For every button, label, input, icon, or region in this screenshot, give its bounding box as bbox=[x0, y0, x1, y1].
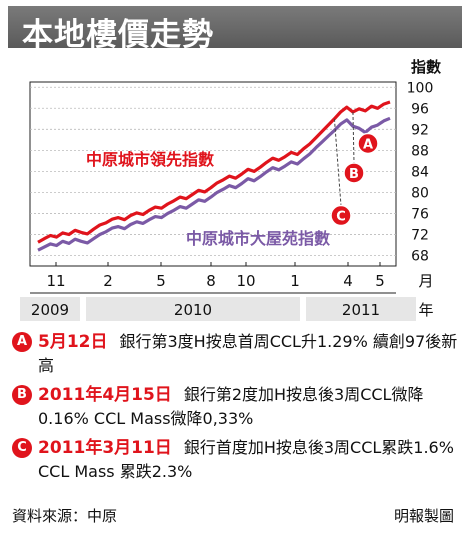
x-tick-label: 4 bbox=[343, 272, 353, 290]
y-tick-label: 96 bbox=[411, 101, 429, 117]
x-tick-label: 5 bbox=[156, 272, 166, 290]
series-line-1 bbox=[37, 116, 391, 252]
note-date: 5月12日 bbox=[38, 332, 108, 352]
year-band bbox=[20, 297, 80, 321]
year-label: 2009 bbox=[31, 301, 69, 319]
annotation-badge bbox=[330, 204, 352, 227]
plot-frame bbox=[29, 81, 397, 267]
series-label: 中原城市領先指數 bbox=[86, 150, 214, 169]
x-tick-label: 10 bbox=[236, 272, 255, 290]
year-band bbox=[306, 297, 416, 321]
x-tick-label: 2 bbox=[103, 272, 113, 290]
x-tick-label: 5 bbox=[375, 272, 385, 290]
line-chart: 100 96 92 88 84 80 76 72 68 指數 11 2 5 8 10 1 4 5 月 2009 2010… bbox=[20, 58, 441, 321]
x-month-unit: 月 bbox=[418, 272, 433, 290]
note-text: 銀行第2度加H按息後3周CCL微降0.16% CCL Mass微降0,33% bbox=[38, 385, 424, 428]
annotation-badge bbox=[343, 162, 365, 184]
note-date: 2011年4月15日 bbox=[38, 385, 172, 405]
note-badge: C bbox=[12, 438, 32, 458]
note-text: 銀行首度加H按息後3周CCL累跌1.6% CCL Mass 累跌2.3% bbox=[38, 438, 454, 481]
series-label: 中原城市大屋苑指數 bbox=[186, 229, 330, 248]
note-text: 銀行第3度H按息首周CCL升1.29% 續創97後新高 bbox=[38, 332, 458, 375]
y-tick-label: 76 bbox=[411, 206, 429, 222]
title-bar: 本地樓價走勢 bbox=[8, 6, 462, 53]
annotation-badge bbox=[357, 132, 379, 155]
note-badge: A bbox=[12, 332, 32, 352]
year-label: 2011 bbox=[342, 301, 380, 319]
chart-area: 100 96 92 88 84 80 76 72 68 指數 11 2 5 8 10 1 4 5 月 2009 2010… bbox=[8, 52, 462, 327]
series-line-0 bbox=[37, 100, 391, 244]
note-item: B 2011年4月15日 銀行第2度加H按息後3周CCL微降0.16% CCL M… bbox=[12, 383, 460, 430]
credit-text: 明報製圖 bbox=[393, 507, 454, 525]
x-year-unit: 年 bbox=[418, 301, 433, 319]
annotation-label: A bbox=[363, 138, 373, 153]
y-tick-label: 72 bbox=[411, 227, 429, 243]
source-text: 資料來源：中原 bbox=[12, 507, 118, 525]
y-tick-label: 68 bbox=[411, 248, 429, 264]
y-tick-label: 84 bbox=[411, 164, 429, 180]
y-tick-label: 88 bbox=[411, 143, 429, 159]
notes-list: A 5月12日 銀行第3度H按息首周CCL升1.29% 續創97後新高 B 201… bbox=[12, 330, 460, 489]
x-tick-label: 1 bbox=[290, 272, 300, 290]
annotation-label: C bbox=[336, 210, 346, 225]
page-title: 本地樓價走勢 bbox=[22, 17, 214, 53]
annotation-label: B bbox=[349, 167, 359, 182]
y-tick-label: 100 bbox=[407, 80, 434, 96]
year-band bbox=[86, 297, 300, 321]
note-item: C 2011年3月11日 銀行首度加H按息後3周CCL累跌1.6% CCL Mas… bbox=[12, 436, 460, 483]
y-axis-label: 指數 bbox=[411, 58, 441, 76]
x-tick-label: 11 bbox=[46, 272, 65, 290]
year-label: 2010 bbox=[174, 301, 212, 319]
x-tick-label: 8 bbox=[206, 272, 216, 290]
note-item: A 5月12日 銀行第3度H按息首周CCL升1.29% 續創97後新高 bbox=[12, 330, 460, 377]
note-badge: B bbox=[12, 385, 32, 405]
annotation-leader bbox=[333, 118, 342, 206]
y-tick-label: 92 bbox=[411, 122, 429, 138]
annotation-leader bbox=[352, 111, 355, 163]
y-tick-label: 80 bbox=[411, 185, 429, 201]
note-date: 2011年3月11日 bbox=[38, 438, 172, 458]
